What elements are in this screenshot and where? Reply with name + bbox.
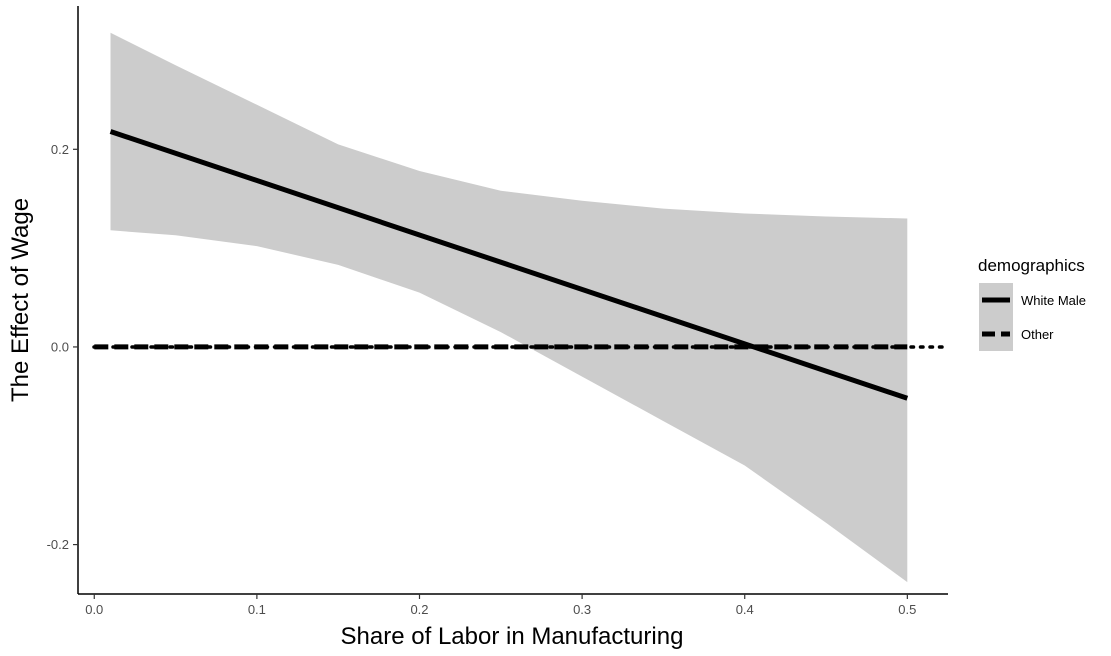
y-axis-title: The Effect of Wage bbox=[7, 198, 34, 402]
x-tick-label: 0.1 bbox=[248, 602, 266, 617]
x-tick-label: 0.3 bbox=[573, 602, 591, 617]
x-axis-title: Share of Labor in Manufacturing bbox=[341, 623, 684, 650]
x-tick-label: 0.0 bbox=[85, 602, 103, 617]
confidence-band-layer bbox=[110, 32, 908, 583]
y-tick-label: 0.2 bbox=[51, 142, 69, 157]
y-axis-ticks: -0.2 0.0 0.2 bbox=[47, 142, 78, 552]
confidence-band-white-male bbox=[110, 32, 908, 583]
legend-label-white-male: White Male bbox=[1021, 293, 1086, 308]
y-tick-label: 0.0 bbox=[51, 339, 69, 354]
plot-panel bbox=[92, 32, 950, 583]
legend-title: demographics bbox=[978, 256, 1085, 275]
x-tick-label: 0.5 bbox=[898, 602, 916, 617]
x-tick-label: 0.4 bbox=[736, 602, 754, 617]
legend-label-other: Other bbox=[1021, 327, 1054, 342]
x-axis-ticks: 0.0 0.1 0.2 0.3 0.4 0.5 bbox=[85, 594, 916, 617]
series-line-white-male bbox=[109, 129, 909, 401]
axes: 0.0 0.1 0.2 0.3 0.4 0.5 -0.2 0.0 0.2 bbox=[47, 6, 948, 617]
y-tick-label: -0.2 bbox=[47, 537, 69, 552]
x-tick-label: 0.2 bbox=[410, 602, 428, 617]
legend: demographics White Male Other bbox=[978, 256, 1086, 351]
